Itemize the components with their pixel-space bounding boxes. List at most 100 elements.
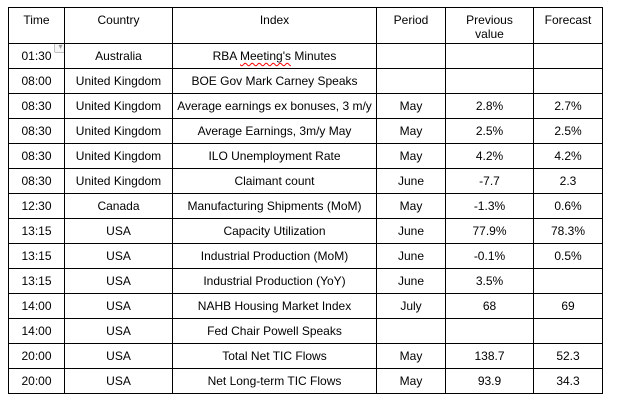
header-row: Time Country Index Period Previous value… <box>8 7 603 44</box>
country-cell: USA <box>64 268 173 294</box>
forecast-cell: 52.3 <box>533 343 603 369</box>
table-row: 08:30 United Kingdom Average earnings ex b… <box>8 93 603 119</box>
previous-value-cell: 3.5% <box>445 268 534 294</box>
time-cell: 13:15 <box>8 268 65 294</box>
table-row: 20:00 USA Net Long-term TIC Flows May 93.9 34… <box>8 368 603 394</box>
table-row: 13:15 USA Capacity Utilization June 77.9% 78.… <box>8 218 603 244</box>
forecast-cell <box>533 43 603 69</box>
country-cell: USA <box>64 293 173 319</box>
previous-value-cell: 2.5% <box>445 118 534 144</box>
forecast-cell: 78.3% <box>533 218 603 244</box>
period-cell: May <box>376 368 446 394</box>
table-row: 12:30 Canada Manufacturing Shipments (MoM)… <box>8 193 603 219</box>
forecast-cell <box>533 68 603 94</box>
country-cell: United Kingdom <box>64 68 173 94</box>
table-row: 20:00 USA Total Net TIC Flows May 138.7 52.3 <box>8 343 603 369</box>
forecast-cell: 0.5% <box>533 243 603 269</box>
previous-value-cell <box>445 318 534 344</box>
index-cell: Average earnings ex bonuses, 3 m/y <box>172 93 377 119</box>
index-cell: NAHB Housing Market Index <box>172 293 377 319</box>
index-cell: ILO Unemployment Rate <box>172 143 377 169</box>
table-row: 08:30 United Kingdom Average Earnings, 3m/… <box>8 118 603 144</box>
previous-value-cell: 68 <box>445 293 534 319</box>
previous-value-cell <box>445 68 534 94</box>
forecast-cell: 34.3 <box>533 368 603 394</box>
previous-value-cell: 138.7 <box>445 343 534 369</box>
time-cell: 08:30 <box>8 118 65 144</box>
period-cell: May <box>376 343 446 369</box>
event-table-body: 01:30 ▾ Australia RBA Meeting's Minutes 08:0… <box>8 43 603 394</box>
table-row: 14:00 USA NAHB Housing Market Index July 68 6… <box>8 293 603 319</box>
time-cell: 08:30 <box>8 93 65 119</box>
misspelled-word: Meeting's <box>240 49 291 63</box>
time-cell: 08:30 <box>8 168 65 194</box>
index-cell: Fed Chair Powell Speaks <box>172 318 377 344</box>
period-cell: June <box>376 243 446 269</box>
table-header: Time Country Index Period Previous value… <box>8 7 603 44</box>
table-row: 08:30 United Kingdom Claimant count June -7.… <box>8 168 603 194</box>
index-cell: Manufacturing Shipments (MoM) <box>172 193 377 219</box>
header-previous-value: Previous value <box>445 7 534 44</box>
period-cell: July <box>376 293 446 319</box>
time-cell: 13:15 <box>8 243 65 269</box>
period-cell: May <box>376 118 446 144</box>
period-cell <box>376 68 446 94</box>
header-index: Index <box>172 7 377 44</box>
period-cell <box>376 318 446 344</box>
header-previous-value-label: Previous value <box>466 13 513 41</box>
country-cell: United Kingdom <box>64 118 173 144</box>
header-country: Country <box>64 7 173 44</box>
country-cell: Australia <box>64 43 173 69</box>
period-cell: June <box>376 168 446 194</box>
time-cell: 13:15 <box>8 218 65 244</box>
period-cell: May <box>376 193 446 219</box>
previous-value-cell: 93.9 <box>445 368 534 394</box>
country-cell: USA <box>64 343 173 369</box>
forecast-cell: 0.6% <box>533 193 603 219</box>
previous-value-cell: 4.2% <box>445 143 534 169</box>
table-row: 14:00 USA Fed Chair Powell Speaks <box>8 318 603 344</box>
previous-value-cell: -0.1% <box>445 243 534 269</box>
country-cell: United Kingdom <box>64 168 173 194</box>
index-cell: RBA Meeting's Minutes <box>172 43 377 69</box>
period-cell: June <box>376 218 446 244</box>
index-cell: Total Net TIC Flows <box>172 343 377 369</box>
table-row: 08:30 United Kingdom ILO Unemployment Rate… <box>8 143 603 169</box>
period-cell: May <box>376 143 446 169</box>
time-cell: 08:00 <box>8 68 65 94</box>
time-cell: 01:30 ▾ <box>8 43 65 69</box>
table-row: 08:00 United Kingdom BOE Gov Mark Carney S… <box>8 68 603 94</box>
forecast-cell: 69 <box>533 293 603 319</box>
forecast-cell <box>533 318 603 344</box>
country-cell: USA <box>64 218 173 244</box>
index-cell: Capacity Utilization <box>172 218 377 244</box>
forecast-cell: 2.7% <box>533 93 603 119</box>
dropdown-marker-icon[interactable]: ▾ <box>54 44 64 53</box>
index-cell: Industrial Production (YoY) <box>172 268 377 294</box>
header-time: Time <box>8 7 65 44</box>
time-cell: 08:30 <box>8 143 65 169</box>
header-period: Period <box>376 7 446 44</box>
previous-value-cell: 77.9% <box>445 218 534 244</box>
period-cell: May <box>376 93 446 119</box>
economic-calendar-table: Time Country Index Period Previous value… <box>8 7 603 394</box>
forecast-cell: 2.5% <box>533 118 603 144</box>
index-cell: Industrial Production (MoM) <box>172 243 377 269</box>
table-row: 01:30 ▾ Australia RBA Meeting's Minutes <box>8 43 603 69</box>
forecast-cell: 2.3 <box>533 168 603 194</box>
period-cell <box>376 43 446 69</box>
previous-value-cell: 2.8% <box>445 93 534 119</box>
table-row: 13:15 USA Industrial Production (MoM) June -… <box>8 243 603 269</box>
time-cell: 14:00 <box>8 293 65 319</box>
forecast-cell <box>533 268 603 294</box>
index-cell: Claimant count <box>172 168 377 194</box>
index-cell: Net Long-term TIC Flows <box>172 368 377 394</box>
header-forecast: Forecast <box>533 7 603 44</box>
country-cell: Canada <box>64 193 173 219</box>
index-cell: BOE Gov Mark Carney Speaks <box>172 68 377 94</box>
country-cell: United Kingdom <box>64 143 173 169</box>
period-cell: June <box>376 268 446 294</box>
time-cell: 20:00 <box>8 368 65 394</box>
index-cell: Average Earnings, 3m/y May <box>172 118 377 144</box>
